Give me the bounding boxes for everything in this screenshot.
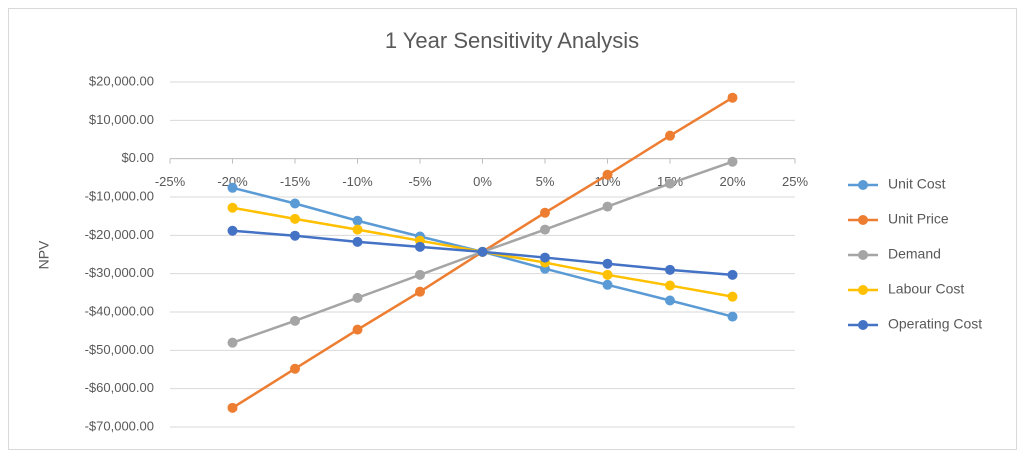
data-point (477, 246, 488, 257)
legend-label: Unit Cost (888, 176, 946, 192)
y-tick-label: $0.00 (121, 150, 154, 165)
data-point (227, 182, 238, 193)
x-tick-label: 0% (473, 174, 492, 189)
x-tick-label: 25% (782, 174, 808, 189)
data-point (415, 241, 425, 252)
data-point (227, 202, 238, 213)
data-point (727, 311, 738, 322)
data-point (602, 258, 613, 269)
data-point (727, 92, 738, 103)
y-tick-label: -$20,000.00 (85, 227, 154, 242)
data-point (665, 295, 675, 306)
data-point (227, 225, 238, 236)
y-tick-label: $20,000.00 (89, 73, 154, 88)
chart-border (8, 8, 1017, 450)
data-point (665, 264, 675, 275)
data-point (352, 292, 363, 303)
data-point (540, 252, 550, 263)
legend-label: Unit Price (888, 211, 949, 227)
data-point (290, 315, 300, 326)
data-point (540, 224, 550, 235)
data-point (602, 201, 613, 212)
legend-marker (858, 285, 868, 295)
y-tick-label: -$40,000.00 (85, 303, 154, 318)
data-point (352, 224, 363, 235)
x-tick-label: 20% (719, 174, 745, 189)
data-point (290, 230, 300, 241)
data-point (290, 198, 300, 209)
x-tick-label: -25% (155, 174, 186, 189)
data-point (290, 363, 300, 374)
y-tick-label: $10,000.00 (89, 112, 154, 127)
y-tick-label: -$60,000.00 (85, 380, 154, 395)
data-point (227, 337, 238, 348)
y-tick-label: -$50,000.00 (85, 342, 154, 357)
y-tick-label: -$70,000.00 (85, 418, 154, 433)
data-point (290, 213, 300, 224)
data-point (352, 215, 363, 226)
x-tick-label: -20% (217, 174, 248, 189)
y-tick-label: -$30,000.00 (85, 265, 154, 280)
data-point (352, 236, 363, 247)
legend-marker (858, 320, 868, 330)
legend-label: Labour Cost (888, 281, 964, 297)
data-point (727, 156, 738, 167)
data-point (540, 207, 550, 218)
legend-marker (858, 215, 868, 225)
legend-marker (858, 250, 868, 260)
legend-label: Operating Cost (888, 316, 982, 332)
data-point (415, 286, 425, 297)
data-point (665, 178, 675, 189)
data-point (602, 279, 613, 290)
data-point (665, 130, 675, 141)
x-tick-label: -10% (342, 174, 373, 189)
data-point (727, 291, 738, 302)
y-axis-title: NPV (36, 240, 52, 269)
x-tick-label: -15% (280, 174, 311, 189)
legend-marker (858, 180, 868, 190)
data-point (227, 402, 238, 413)
data-point (727, 269, 738, 280)
chart-title: 1 Year Sensitivity Analysis (385, 28, 639, 53)
y-tick-label: -$10,000.00 (85, 188, 154, 203)
x-tick-label: 5% (536, 174, 555, 189)
data-point (352, 324, 363, 335)
data-point (415, 269, 425, 280)
x-tick-label: -5% (408, 174, 432, 189)
data-point (602, 269, 613, 280)
legend-label: Demand (888, 246, 941, 262)
data-point (665, 280, 675, 291)
data-point (602, 169, 613, 180)
